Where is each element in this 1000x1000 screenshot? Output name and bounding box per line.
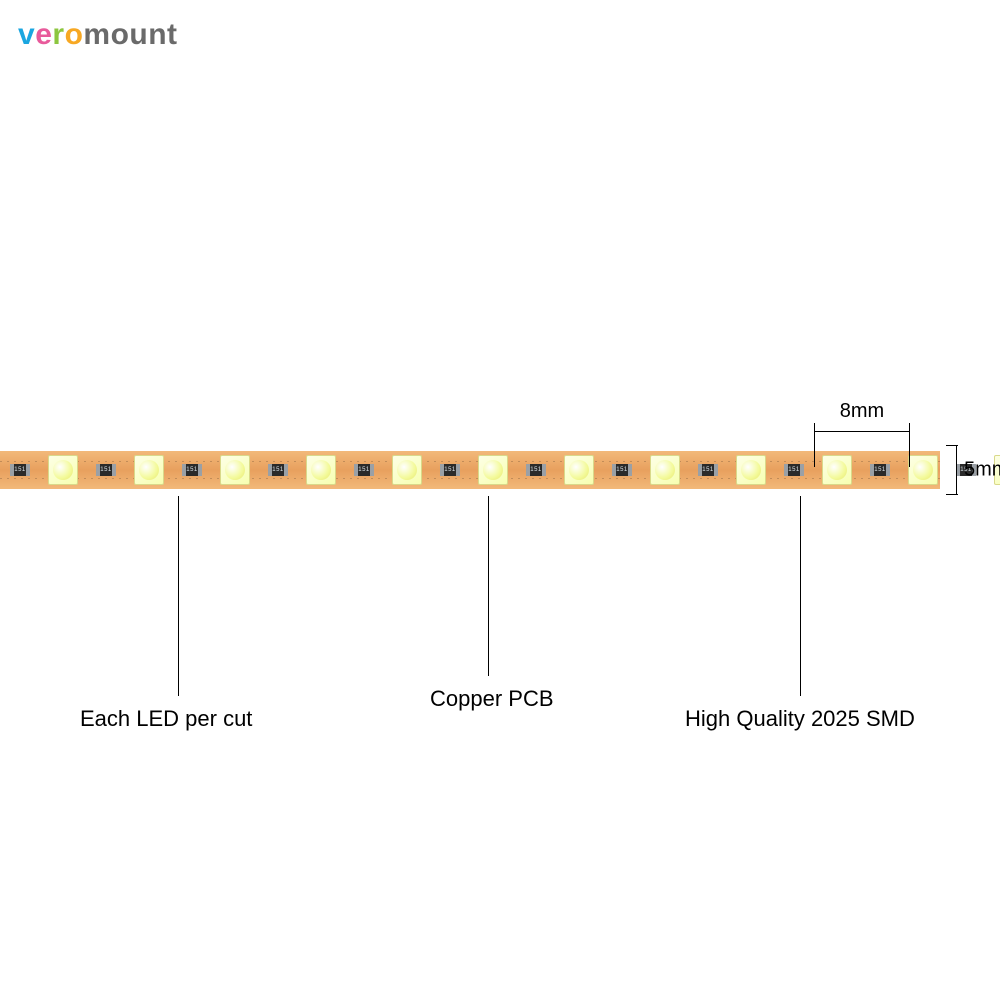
led-strip	[0, 445, 940, 495]
smd-led	[478, 455, 508, 485]
smd-led	[392, 455, 422, 485]
callout-line-copper-pcb	[488, 496, 489, 676]
smd-led	[220, 455, 250, 485]
logo-mount: mount	[83, 18, 177, 51]
smd-resistor	[526, 464, 546, 476]
smd-resistor	[182, 464, 202, 476]
callout-each-led: Each LED per cut	[80, 706, 252, 732]
brand-logo: veromount	[18, 18, 178, 52]
dimension-height-label: 5mm	[964, 459, 1000, 482]
smd-resistor	[870, 464, 890, 476]
logo-letter-v: v	[18, 18, 35, 51]
smd-resistor	[698, 464, 718, 476]
dimension-height: 5mm	[946, 445, 1000, 495]
callout-smd: High Quality 2025 SMD	[685, 706, 915, 732]
dimension-tick	[909, 423, 910, 467]
pcb-copper	[0, 451, 940, 489]
dimension-width: 8mm	[814, 400, 910, 439]
smd-resistor	[784, 464, 804, 476]
dimension-tick	[814, 423, 815, 467]
smd-led	[564, 455, 594, 485]
logo-letter-o: o	[65, 18, 84, 51]
smd-led	[306, 455, 336, 485]
smd-resistor	[440, 464, 460, 476]
smd-resistor	[354, 464, 374, 476]
smd-resistor	[612, 464, 632, 476]
pcb-outer	[0, 445, 940, 495]
smd-led	[822, 455, 852, 485]
callout-line-smd	[800, 496, 801, 696]
smd-led	[134, 455, 164, 485]
callout-copper-pcb: Copper PCB	[430, 686, 554, 712]
callout-line-each-led	[178, 496, 179, 696]
dimension-width-label: 8mm	[814, 400, 910, 423]
logo-letter-e: e	[35, 18, 52, 51]
logo-vero: vero	[18, 18, 83, 51]
smd-led	[908, 455, 938, 485]
smd-resistor	[96, 464, 116, 476]
component-row	[0, 455, 940, 485]
dimension-height-line	[956, 445, 957, 495]
smd-led	[650, 455, 680, 485]
dimension-width-bar	[814, 423, 910, 439]
smd-led	[48, 455, 78, 485]
smd-led	[736, 455, 766, 485]
smd-resistor	[268, 464, 288, 476]
logo-letter-r: r	[52, 18, 64, 51]
smd-resistor	[10, 464, 30, 476]
